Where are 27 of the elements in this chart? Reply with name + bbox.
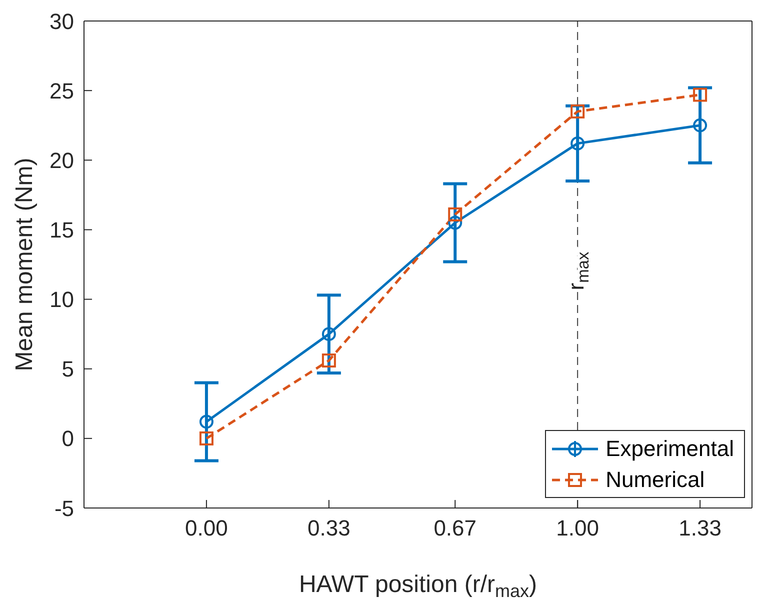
x-tick-label: 0.00	[185, 516, 228, 541]
x-tick-label: 0.33	[308, 516, 350, 541]
point	[570, 136, 585, 150]
y-tick-label: 10	[50, 287, 74, 312]
y-tick-label: 5	[62, 356, 74, 382]
y-axis-title: Mean moment (Nm)	[11, 158, 38, 372]
point	[448, 207, 462, 222]
point	[570, 104, 585, 118]
point	[693, 118, 708, 132]
x-tick-label: 1.00	[556, 516, 599, 541]
point	[199, 414, 214, 429]
legend-label: Numerical	[606, 466, 705, 494]
y-tick-label: 0	[62, 426, 74, 452]
point	[322, 327, 336, 342]
y-tick-label: 25	[50, 78, 74, 104]
x-tick-label: 1.33	[678, 516, 722, 541]
y-tick-label: -5	[54, 496, 74, 521]
y-tick-label: 30	[50, 8, 74, 34]
legend-label: Experimental	[606, 435, 734, 463]
point	[199, 431, 214, 446]
x-tick-label: 0.67	[434, 516, 477, 541]
x-axis-title: HAWT position (r/r$_{max}$)	[298, 571, 538, 602]
point	[322, 354, 336, 368]
y-tick-label: 20	[50, 148, 74, 173]
point	[693, 88, 708, 102]
point	[448, 216, 462, 230]
y-tick-label: 15	[50, 218, 74, 243]
